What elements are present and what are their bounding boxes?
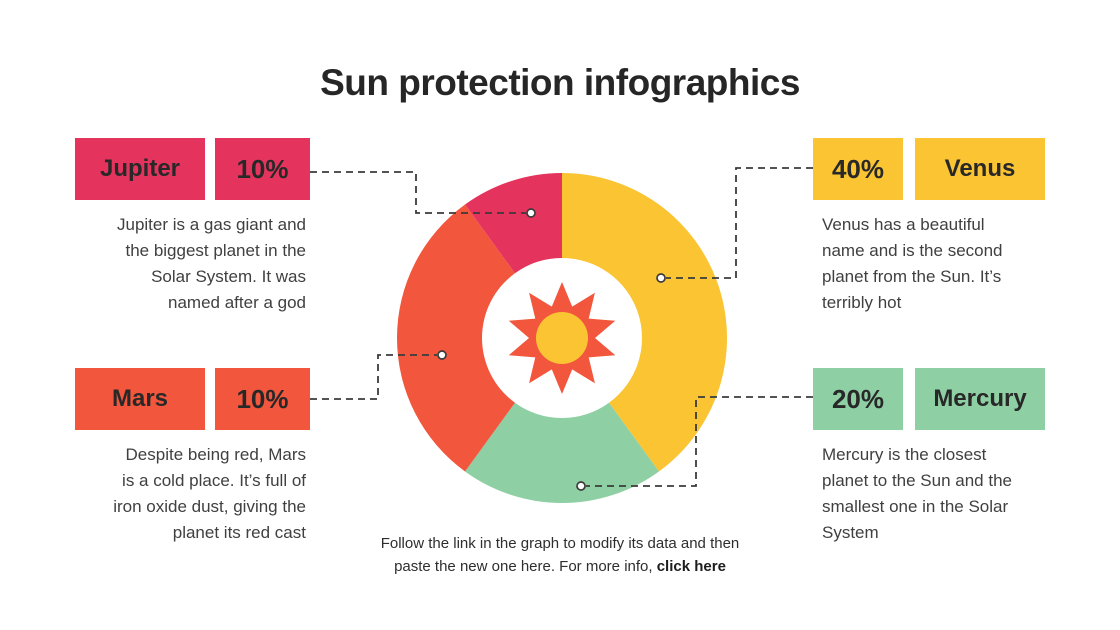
jupiter-description: Jupiter is a gas giant and the biggest p… [116,215,306,312]
connector-mercury [586,396,813,487]
venus-description: Venus has a beautiful name and is the se… [822,215,1003,312]
donut-segment-mars [397,204,515,472]
venus-name-box: Venus [915,138,1045,200]
connector-mars [310,354,437,400]
connector-dot-venus [656,273,666,283]
jupiter-name-label: Jupiter [99,155,180,182]
footer-note: Follow the link in the graph to modify i… [310,533,810,578]
donut-segment-venus [562,173,727,472]
mercury-percent-label: 20% [831,383,885,414]
venus-percent-box: 40% [813,138,903,200]
connector-dot-mercury [576,481,586,491]
connector-jupiter [310,171,526,214]
mercury-name-label: Mercury [933,385,1027,412]
connector-dot-mars [437,350,447,360]
mars-percent-box: 10% [215,368,310,430]
mercury-name-box: Mercury [915,368,1045,430]
mars-name-label: Mars [111,385,169,412]
jupiter-percent-box: 10% [215,138,310,200]
jupiter-percent-label: 10% [236,153,289,184]
sun-core [536,312,588,364]
donut-chart [397,173,727,503]
connector-venus [666,167,813,279]
mars-description: Despite being red, Mars is a cold place.… [113,445,306,542]
donut-segment-mercury [465,402,659,503]
connector-dot-jupiter [526,208,536,218]
donut-segment-jupiter [465,173,562,274]
venus-name-label: Venus [944,155,1016,182]
venus-percent-label: 40% [831,153,885,184]
footer-text: Follow the link in the graph to modify i… [380,535,740,575]
mars-percent-label: 10% [236,383,289,414]
footer-link[interactable]: click here [656,557,726,575]
mars-name-box: Mars [75,368,205,430]
page-title: Sun protection infographics [320,62,800,103]
mercury-description: Mercury is the closest planet to the Sun… [822,445,1012,542]
sun-icon [508,282,616,394]
jupiter-name-box: Jupiter [75,138,205,200]
mercury-percent-box: 20% [813,368,903,430]
